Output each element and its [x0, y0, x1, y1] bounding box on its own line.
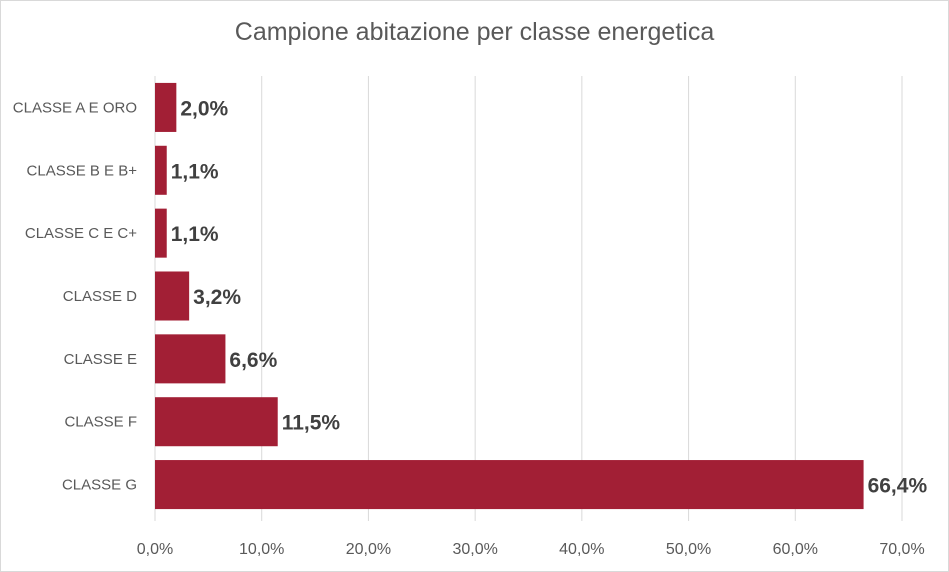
data-label: 2,0%: [180, 97, 228, 120]
data-label: 1,1%: [171, 223, 219, 246]
category-label: CLASSE F: [64, 414, 137, 431]
x-tick-label: 60,0%: [773, 541, 818, 558]
bar: [155, 145, 167, 195]
category-label: CLASSE C E C+: [25, 225, 137, 242]
category-label: CLASSE A E ORO: [13, 99, 137, 116]
category-label: CLASSE B E B+: [27, 162, 138, 179]
data-label: 3,2%: [193, 286, 241, 309]
labels: 0,0% 10,0% 20,0% 30,0% 40,0% 50,0% 60,0% 70,0% C…: [13, 97, 928, 558]
x-tick-label: 20,0%: [346, 541, 391, 558]
bar: [155, 460, 864, 510]
data-label: 1,1%: [171, 160, 219, 183]
bar: [155, 397, 278, 447]
bar: [155, 334, 226, 384]
x-tick-label: 30,0%: [452, 541, 497, 558]
category-label: CLASSE D: [63, 288, 137, 305]
bar: [155, 82, 177, 132]
data-label: 6,6%: [229, 349, 277, 372]
data-label: 66,4%: [868, 475, 928, 498]
gridlines: [154, 76, 903, 521]
chart-title: Campione abitazione per classe energetic…: [234, 18, 715, 46]
x-tick-label: 10,0%: [239, 541, 284, 558]
category-label: CLASSE G: [62, 477, 137, 494]
x-tick-label: 0,0%: [137, 541, 173, 558]
bars: [155, 82, 864, 510]
x-tick-label: 50,0%: [666, 541, 711, 558]
x-tick-label: 70,0%: [879, 541, 924, 558]
bar: [155, 271, 190, 321]
bar: [155, 208, 167, 258]
x-tick-label: 40,0%: [559, 541, 604, 558]
category-label: CLASSE E: [64, 351, 137, 368]
data-label: 11,5%: [282, 412, 341, 435]
